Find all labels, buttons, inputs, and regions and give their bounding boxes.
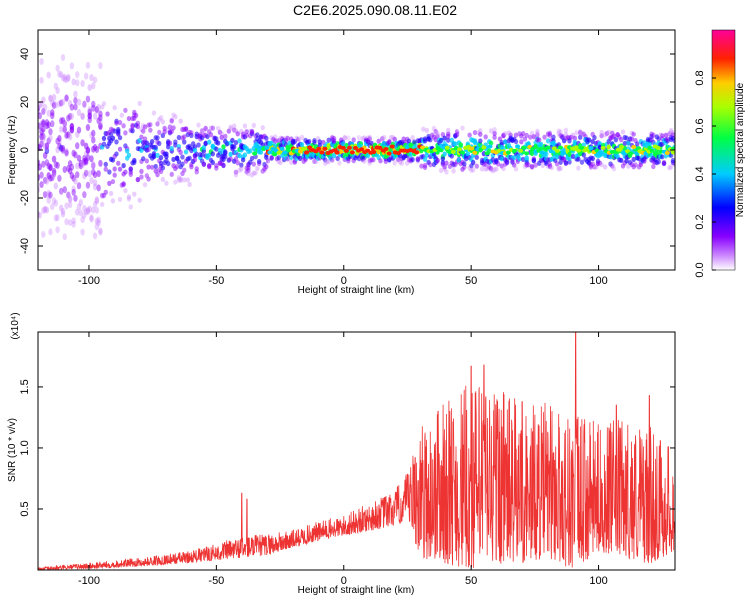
spectrogram-x-tick: 50 <box>465 275 477 287</box>
spectrogram-y-axis-label: Frequency (Hz) <box>7 116 18 185</box>
colorbar-label: Normalized spectral amplitude <box>735 82 746 217</box>
snr-frame <box>37 331 676 571</box>
spectrogram-x-tick: 100 <box>589 275 607 287</box>
colorbar-tick: 0.0 <box>694 262 706 277</box>
spectrogram-y-tick: 40 <box>19 48 31 60</box>
colorbar-tick: 0.8 <box>694 70 706 85</box>
spectrogram-panel <box>38 53 675 251</box>
colorbar-tick: 0.6 <box>694 118 706 133</box>
snr-x-tick: 100 <box>589 575 607 587</box>
snr-x-tick: 50 <box>465 575 477 587</box>
snr-x-tick: -50 <box>208 575 224 587</box>
snr-x-axis-label: Height of straight line (km) <box>298 585 415 596</box>
snr-panel <box>38 332 675 570</box>
snr-y-tick: 0.5 <box>19 501 31 516</box>
snr-multiplier: (x10⁴) <box>10 312 21 339</box>
spectrogram-y-tick: -40 <box>19 238 31 254</box>
page-title: C2E6.2025.090.08.11.E02 <box>293 2 457 18</box>
snr-y-tick: 1.0 <box>19 440 31 455</box>
colorbar-tick: 0.2 <box>694 214 706 229</box>
colorbar-tick: 0.4 <box>694 166 706 181</box>
spectrogram-x-axis-label: Height of straight line (km) <box>298 285 415 296</box>
spectrogram-x-tick: -50 <box>208 275 224 287</box>
spectrogram-x-tick: 0 <box>341 275 347 287</box>
snr-x-tick: 0 <box>341 575 347 587</box>
spectrogram-y-tick: 20 <box>19 96 31 108</box>
spectrogram-y-tick: 0 <box>19 147 31 153</box>
snr-axes: -100 -50 0 50 100 0.5 1.0 1.5 <box>19 332 675 587</box>
snr-series-line <box>38 332 675 570</box>
spectrogram-y-tick: -20 <box>19 190 31 206</box>
spectrogram-x-tick: -100 <box>78 275 100 287</box>
colorbar-ticks: 0.0 0.2 0.4 0.6 0.8 <box>694 70 716 278</box>
snr-y-tick: 1.5 <box>19 379 31 394</box>
snr-x-tick: -100 <box>78 575 100 587</box>
snr-y-axis-label: SNR (10 * v/v) <box>7 418 18 482</box>
colorbar <box>711 29 736 271</box>
spectrogram-axes: -100 -50 0 50 100 -40 -20 0 20 40 <box>19 30 675 287</box>
